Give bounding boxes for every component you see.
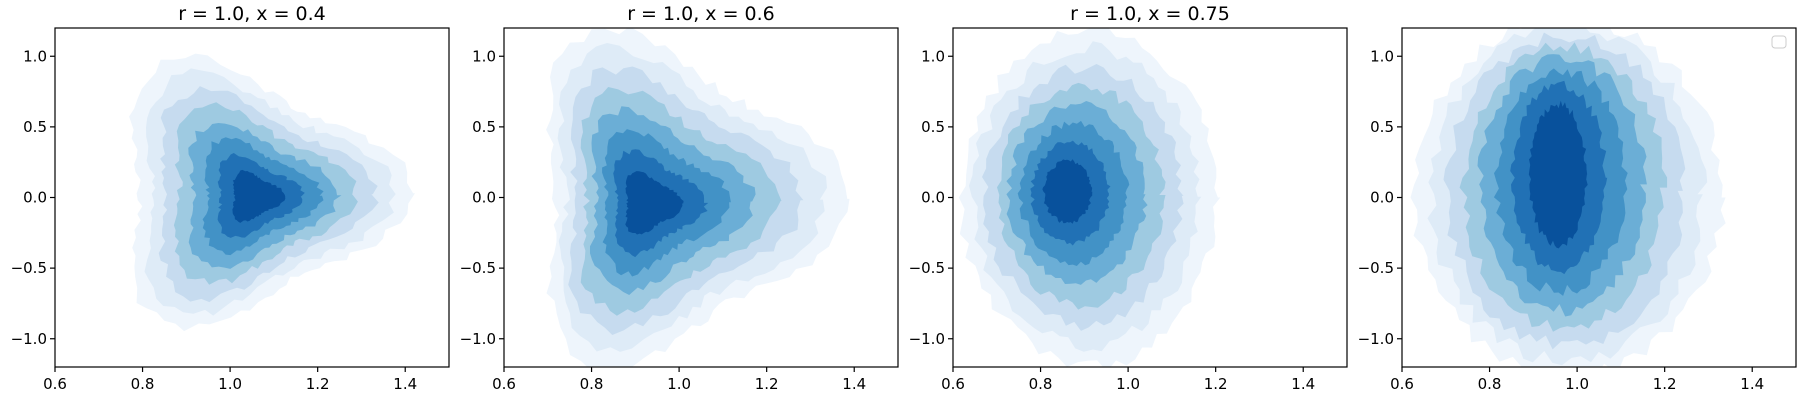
contour-level-8 [1042, 159, 1093, 224]
y-tick-label: 0.5 [472, 118, 496, 136]
x-tick-label: 1.0 [218, 375, 242, 393]
y-tick-label: 0.5 [921, 118, 945, 136]
x-tick-label: 0.6 [941, 375, 965, 393]
contour-level-8 [625, 171, 684, 235]
y-tick-label: 0.0 [1370, 189, 1394, 207]
x-tick-label: 1.2 [306, 375, 330, 393]
y-tick-label: −0.5 [1358, 259, 1394, 277]
x-tick-label: 1.4 [1740, 375, 1764, 393]
panel-1: 0.6 0.8 1.0 1.2 1.4 −1.0 −0.5 0.0 0.5 1.0 r = 1.0,… [11, 3, 450, 393]
x-tick-label: 1.4 [842, 375, 866, 393]
panel-title: r = 1.0, x = 0.4 [178, 3, 326, 25]
y-tick-label: 1.0 [23, 47, 47, 65]
x-tick-label: 0.8 [1478, 375, 1502, 393]
x-tick-label: 1.2 [1204, 375, 1228, 393]
density-contours-4 [1410, 28, 1726, 367]
y-tick-label: 0.5 [23, 118, 47, 136]
x-tick-label: 0.8 [580, 375, 604, 393]
panel-2: 0.6 0.8 1.0 1.2 1.4 −1.0 −0.5 0.0 0.5 1.0 r = 1.0,… [460, 3, 899, 393]
x-tick-label: 1.2 [755, 375, 779, 393]
x-tick-label: 0.6 [1390, 375, 1414, 393]
y-tick-label: 0.5 [1370, 118, 1394, 136]
panel-3: 0.6 0.8 1.0 1.2 1.4 −1.0 −0.5 0.0 0.5 1.0 r = 1.0,… [909, 3, 1348, 393]
x-tick-label: 0.6 [492, 375, 516, 393]
y-tick-label: −0.5 [460, 259, 496, 277]
x-tick-label: 0.6 [43, 375, 67, 393]
y-tick-label: 1.0 [472, 47, 496, 65]
contour-level-8 [232, 169, 286, 223]
y-tick-label: −1.0 [460, 330, 496, 348]
y-tick-label: −1.0 [1358, 330, 1394, 348]
panel-title: r = 1.0, x = 0.75 [1070, 3, 1230, 25]
density-contours-2 [546, 28, 850, 367]
y-tick-label: 0.0 [472, 189, 496, 207]
x-tick-label: 1.0 [667, 375, 691, 393]
x-tick-label: 1.2 [1653, 375, 1677, 393]
density-contours-3 [958, 28, 1221, 367]
y-tick-label: 0.0 [921, 189, 945, 207]
y-tick-label: −0.5 [909, 259, 945, 277]
panel-title: r = 1.0, x = 0.6 [627, 3, 775, 25]
y-tick-label: −1.0 [11, 330, 47, 348]
x-tick-label: 1.4 [1291, 375, 1315, 393]
y-tick-label: 1.0 [1370, 47, 1394, 65]
y-tick-label: −0.5 [11, 259, 47, 277]
x-tick-label: 0.8 [131, 375, 155, 393]
legend-box [1771, 35, 1787, 49]
y-tick-label: −1.0 [909, 330, 945, 348]
panel-4: 0.6 0.8 1.0 1.2 1.4 −1.0 −0.5 0.0 0.5 1.0 [1358, 27, 1797, 393]
contour-level-8 [1528, 100, 1588, 249]
x-tick-label: 1.0 [1116, 375, 1140, 393]
y-tick-label: 0.0 [23, 189, 47, 207]
x-tick-label: 1.4 [393, 375, 417, 393]
y-tick-label: 1.0 [921, 47, 945, 65]
x-tick-label: 1.0 [1565, 375, 1589, 393]
density-contours-1 [129, 53, 415, 332]
x-tick-label: 0.8 [1029, 375, 1053, 393]
